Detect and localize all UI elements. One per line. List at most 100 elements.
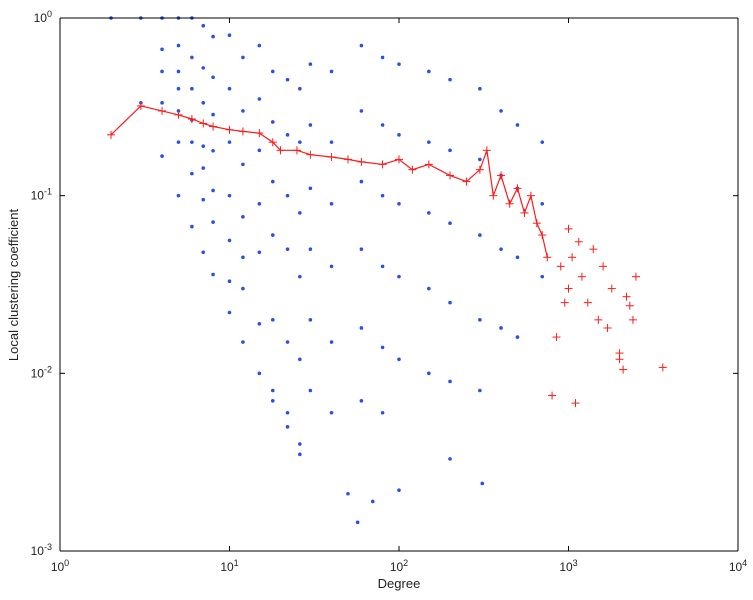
data-point — [176, 193, 181, 198]
data-point — [211, 148, 215, 153]
data-point — [448, 148, 452, 153]
average-point — [589, 245, 598, 254]
data-point — [211, 34, 215, 39]
data-point — [241, 109, 245, 113]
y-tick-label: 10-2 — [31, 364, 52, 380]
data-point — [370, 499, 375, 504]
data-point — [176, 86, 181, 91]
data-point — [241, 286, 245, 291]
data-point — [478, 233, 482, 237]
average-point — [625, 301, 634, 310]
data-point — [359, 399, 364, 403]
data-point — [270, 120, 275, 124]
data-point — [499, 326, 503, 330]
data-point — [211, 188, 215, 193]
data-point — [359, 109, 364, 113]
average-point — [209, 122, 218, 131]
average-series — [107, 101, 667, 408]
average-point — [532, 219, 541, 228]
data-point — [397, 357, 401, 362]
data-point — [270, 233, 275, 237]
average-point — [158, 106, 167, 115]
scatter-points — [109, 16, 545, 525]
data-point — [270, 318, 275, 322]
average-point — [564, 284, 573, 293]
data-point — [329, 410, 334, 415]
data-point — [397, 201, 401, 206]
data-point — [359, 247, 364, 251]
data-point — [427, 371, 431, 376]
data-point — [190, 55, 194, 60]
average-point — [599, 262, 608, 271]
data-point — [201, 197, 206, 202]
data-point — [227, 238, 232, 243]
average-point — [136, 101, 145, 110]
data-point — [257, 322, 262, 326]
data-point — [160, 69, 164, 74]
data-point — [308, 318, 313, 322]
y-tick-label: 10-3 — [31, 542, 52, 558]
y-tick-label: 100 — [34, 9, 52, 25]
data-point — [499, 109, 503, 113]
data-point — [257, 250, 262, 255]
average-point — [607, 284, 616, 293]
data-point — [211, 272, 215, 277]
data-point — [540, 201, 545, 206]
data-point — [227, 33, 232, 38]
average-point — [577, 272, 586, 281]
average-point — [199, 119, 208, 128]
average-point — [475, 165, 484, 174]
average-line — [110, 105, 548, 258]
data-point — [227, 310, 232, 315]
average-point — [187, 115, 196, 124]
data-point — [308, 388, 313, 393]
data-point — [478, 318, 482, 322]
data-point — [540, 274, 545, 279]
average-point — [255, 129, 264, 138]
data-point — [346, 491, 350, 496]
data-point — [257, 43, 262, 48]
data-point — [201, 144, 206, 148]
data-point — [478, 86, 482, 91]
data-point — [298, 274, 302, 279]
average-point — [357, 157, 366, 166]
data-point — [285, 425, 290, 429]
average-point — [568, 253, 577, 262]
data-point — [227, 193, 232, 198]
data-point — [176, 69, 181, 74]
data-point — [380, 264, 385, 269]
average-point — [276, 146, 285, 155]
data-point — [427, 140, 431, 144]
average-point — [543, 253, 552, 262]
data-point — [241, 340, 245, 344]
data-point — [285, 247, 290, 251]
data-point — [397, 274, 401, 279]
data-point — [480, 481, 485, 486]
y-axis-title: Local clustering coefficient — [6, 209, 21, 362]
data-point — [211, 112, 215, 117]
average-point — [615, 355, 624, 364]
average-point — [424, 160, 433, 169]
data-point — [227, 140, 232, 144]
data-point — [359, 326, 364, 330]
data-point — [227, 279, 232, 284]
average-point — [482, 146, 491, 155]
data-point — [478, 157, 482, 162]
average-point — [107, 130, 116, 139]
data-point — [190, 86, 194, 91]
x-tick-label: 102 — [390, 558, 408, 574]
data-point — [298, 357, 302, 362]
data-point — [241, 255, 245, 260]
data-point — [241, 55, 245, 60]
data-point — [298, 86, 302, 91]
data-point — [270, 179, 275, 184]
data-point — [380, 193, 385, 198]
data-point — [190, 224, 194, 229]
data-point — [380, 123, 385, 127]
data-point — [298, 442, 302, 446]
data-point — [329, 140, 334, 144]
data-point — [201, 66, 206, 70]
x-tick-label: 100 — [51, 558, 69, 574]
average-point — [631, 272, 640, 281]
average-point — [327, 153, 336, 162]
